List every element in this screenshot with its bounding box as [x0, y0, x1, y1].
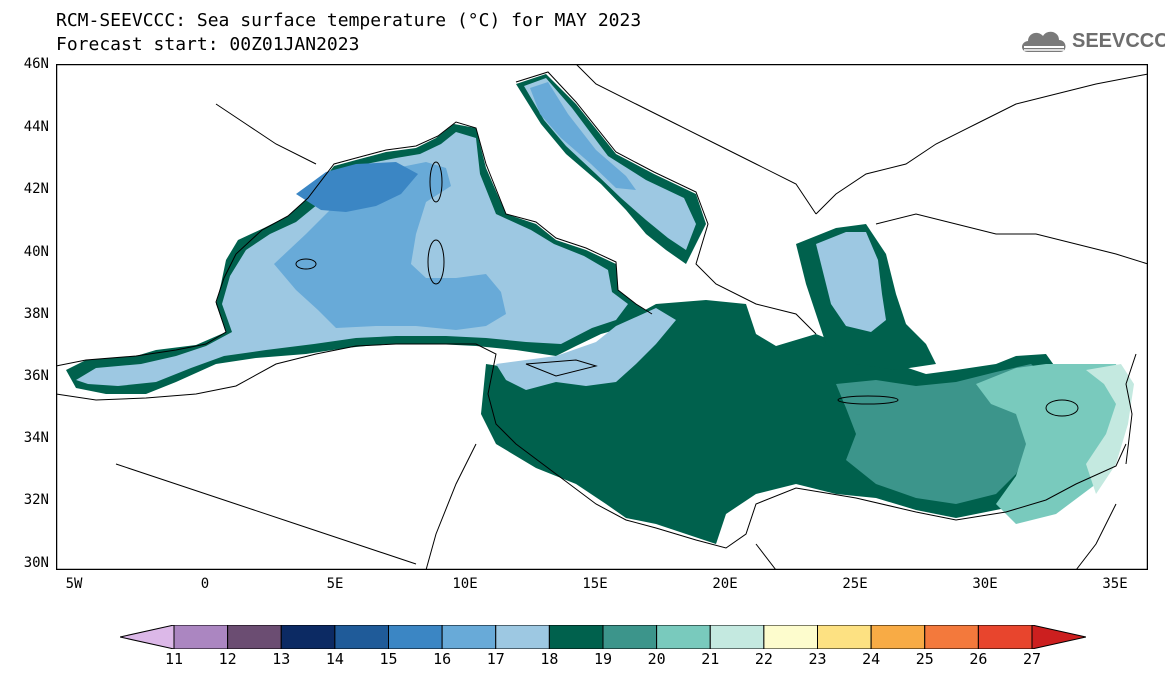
colorbar-tick-label: 19: [593, 650, 613, 668]
colorbar-segment: [173, 625, 229, 649]
colorbar-tick-label: 26: [969, 650, 988, 668]
lat-tick-label: 32N: [23, 492, 49, 508]
sst-map: [55, 63, 1149, 571]
lat-tick-label: 42N: [23, 181, 49, 197]
colorbar-segment: [709, 625, 765, 649]
colorbar-segment: [548, 625, 604, 649]
colorbar-segment: [977, 625, 1033, 649]
seevccc-logo: SEEVCCC: [1018, 26, 1165, 58]
colorbar-tick-label: 27: [1022, 650, 1042, 668]
sea-region-west-17: [274, 162, 506, 330]
map-canvas: [55, 63, 1149, 571]
colorbar-tick-label: 22: [754, 650, 773, 668]
colorbar-segment: [495, 625, 550, 649]
colorbar-segment: [763, 625, 818, 649]
colorbar-segment: [817, 625, 872, 649]
coastlines: [55, 63, 1149, 571]
lon-tick-label: 20E: [712, 576, 738, 592]
lon-tick-label: 25E: [842, 576, 868, 592]
lat-tick-label: 38N: [23, 306, 49, 322]
colorbar-segment: [334, 625, 389, 649]
colorbar-tick-label: 11: [164, 650, 184, 668]
lon-tick-label: 0: [200, 576, 210, 592]
colorbar-tick-label: 23: [808, 650, 827, 668]
sea-region-levantine-22: [1086, 364, 1134, 494]
colorbar-segment: [441, 625, 497, 649]
lon-tick-label: 30E: [972, 576, 998, 592]
sea-region-levantine-21: [976, 364, 1126, 524]
colorbar-tick-label: 17: [486, 650, 505, 668]
lat-tick-label: 40N: [23, 244, 49, 260]
lon-tick-label: 15E: [582, 576, 608, 592]
lon-tick-label: 10E: [452, 576, 478, 592]
sea-region-aegean-18: [816, 232, 886, 332]
colorbar-segment: [602, 625, 658, 649]
cloud-logo-icon: [1022, 31, 1066, 52]
colorbar-tick-label: 14: [325, 650, 344, 668]
lat-tick-label: 30N: [23, 555, 49, 571]
colorbar-segment: [924, 625, 979, 649]
colorbar-tick-label: 15: [379, 650, 398, 668]
colorbar-tick-label: 20: [647, 650, 666, 668]
colorbar-tick-label: 12: [218, 650, 237, 668]
lat-tick-label: 46N: [23, 56, 49, 72]
lat-tick-label: 44N: [23, 119, 49, 135]
colorbar-segment: [1031, 625, 1086, 649]
colorbar-segment: [388, 625, 443, 649]
colorbar-segment: [227, 625, 282, 649]
map-title: RCM-SEEVCCC: Sea surface temperature (°C…: [56, 10, 642, 31]
sea-region-adriatic-17: [530, 82, 636, 190]
lat-tick-label: 34N: [23, 430, 49, 446]
colorbar-tick-label: 24: [862, 650, 881, 668]
colorbar-tick-label: 16: [433, 650, 452, 668]
lat-tick-label: 36N: [23, 368, 49, 384]
colorbar-segment: [870, 625, 926, 649]
map-frame: [55, 63, 1149, 571]
colorbar-segment: [656, 625, 711, 649]
colorbar-segment: [120, 625, 175, 649]
colorbar-tick-label: 21: [701, 650, 720, 668]
lon-tick-label: 5E: [326, 576, 344, 592]
colorbar-segment: [280, 625, 336, 649]
logo-text: SEEVCCC: [1072, 30, 1165, 52]
colorbar-tick-label: 25: [915, 650, 934, 668]
colorbar: [120, 625, 1086, 649]
forecast-start: Forecast start: 00Z01JAN2023: [56, 34, 360, 55]
colorbar-tick-label: 18: [540, 650, 559, 668]
lon-tick-label: 5W: [65, 576, 83, 592]
colorbar-tick-label: 13: [272, 650, 291, 668]
lon-tick-label: 35E: [1102, 576, 1128, 592]
